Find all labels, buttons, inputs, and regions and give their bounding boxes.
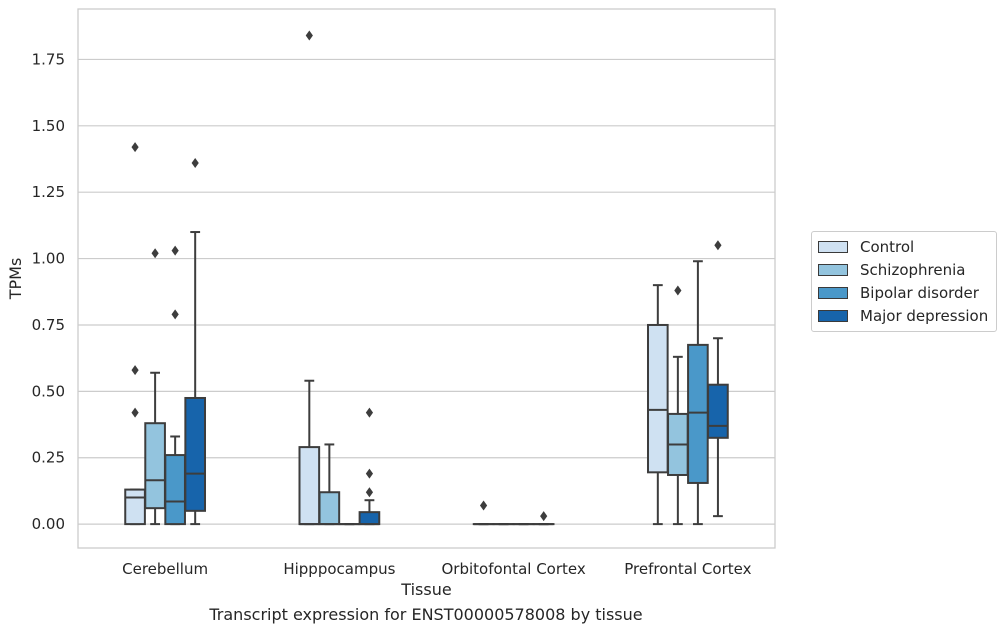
x-tick-label: Orbitofontal Cortex — [442, 560, 586, 578]
x-tick-label: Prefrontal Cortex — [624, 560, 751, 578]
legend-swatch — [818, 309, 848, 322]
box-group — [358, 407, 381, 526]
y-tick-label: 1.75 — [32, 50, 65, 68]
legend-item: Schizophrenia — [812, 258, 996, 281]
box-group — [532, 511, 555, 526]
x-axis-ticks: Cerebellum Hipppocampus Orbitofontal Corte… — [122, 560, 751, 578]
y-axis-ticks: 0.00 0.25 0.50 0.75 1.00 1.25 1.50 1.75 — [32, 50, 65, 533]
outlier-point — [365, 487, 374, 498]
outlier-point — [171, 245, 179, 256]
box-group — [318, 443, 341, 526]
legend-label: Schizophrenia — [860, 260, 966, 279]
box — [318, 491, 341, 526]
outlier-point — [365, 407, 374, 418]
box-group — [646, 284, 669, 526]
box-group — [667, 285, 689, 526]
box-plots — [124, 30, 729, 526]
legend-item: Bipolar disorder — [812, 281, 996, 304]
box-group — [472, 500, 495, 526]
outlier-point — [131, 407, 139, 418]
box-group — [687, 260, 709, 526]
outlier-point — [540, 511, 548, 522]
outlier-point — [191, 158, 199, 168]
x-tick-label: Cerebellum — [122, 560, 208, 578]
y-tick-label: 1.50 — [32, 117, 65, 135]
legend-swatch — [818, 263, 848, 276]
legend-item: Control — [812, 235, 996, 258]
box-group — [298, 30, 321, 526]
y-tick-label: 1.25 — [32, 183, 65, 201]
figure-caption: Transcript expression for ENST0000057800… — [209, 605, 643, 624]
plot-frame — [77, 8, 776, 549]
legend-label: Control — [860, 237, 915, 256]
outlier-point — [151, 248, 159, 259]
x-axis-label: Tissue — [400, 580, 451, 599]
legend-swatch — [818, 286, 848, 299]
box-group — [144, 248, 166, 526]
y-axis-label: TPMs — [6, 258, 25, 301]
legend-item: Major depression — [812, 304, 996, 327]
outlier-point — [479, 500, 488, 511]
box — [687, 343, 709, 484]
legend-swatch — [818, 240, 848, 253]
y-tick-label: 0.25 — [32, 449, 65, 467]
outlier-point — [131, 142, 139, 153]
box — [358, 511, 381, 526]
x-tick-label: Hipppocampus — [283, 560, 395, 578]
outlier-point — [171, 309, 179, 320]
box — [184, 396, 207, 512]
box-group — [124, 142, 146, 526]
y-tick-label: 1.00 — [32, 250, 65, 268]
box-group — [707, 240, 729, 518]
box — [124, 488, 146, 526]
box — [646, 323, 669, 474]
y-tick-label: 0.00 — [32, 515, 65, 533]
box — [707, 383, 729, 439]
box — [144, 422, 166, 510]
outlier-point — [674, 285, 682, 296]
box — [298, 446, 321, 526]
y-tick-label: 0.50 — [32, 382, 65, 400]
legend-label: Major depression — [860, 306, 989, 325]
outlier-point — [131, 365, 139, 376]
legend-label: Bipolar disorder — [860, 283, 979, 302]
y-tick-label: 0.75 — [32, 316, 65, 334]
box-group — [184, 158, 207, 526]
outlier-point — [714, 240, 722, 251]
outlier-point — [305, 30, 313, 41]
legend: Control Schizophrenia Bipolar disorder Majo… — [811, 231, 997, 332]
box — [164, 454, 186, 526]
outlier-point — [365, 468, 374, 479]
box-group — [164, 245, 186, 526]
